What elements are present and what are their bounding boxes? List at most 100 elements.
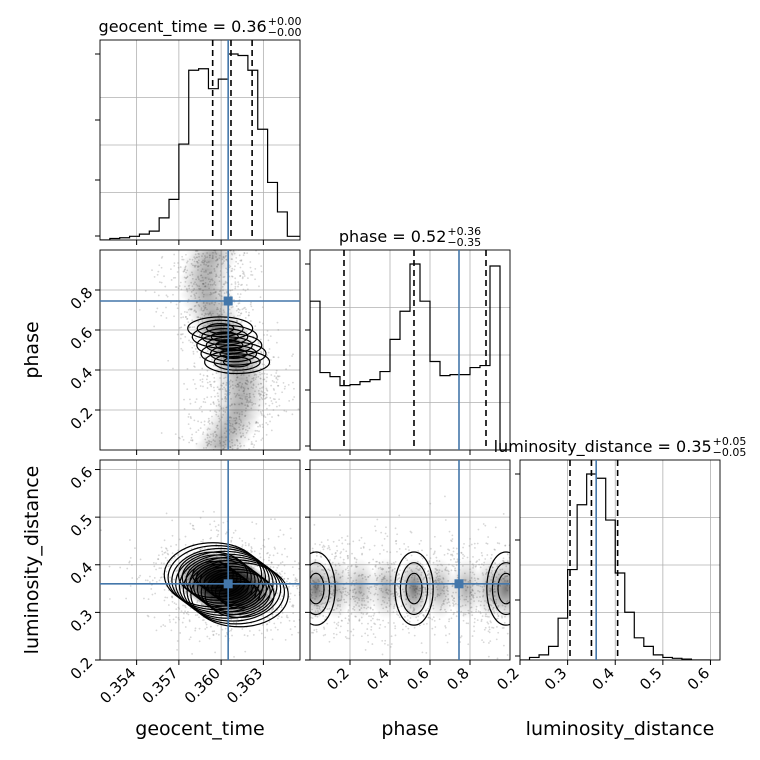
sample-point: [209, 403, 212, 406]
sample-point: [292, 398, 294, 401]
sample-point: [346, 554, 349, 557]
sample-point: [171, 519, 174, 522]
sample-point: [521, 571, 523, 573]
sample-point: [190, 436, 193, 439]
sample-point: [166, 559, 169, 562]
sample-point: [163, 599, 166, 602]
sample-point: [224, 627, 227, 630]
sample-point: [153, 325, 156, 328]
sample-point: [405, 625, 407, 628]
sample-point: [384, 532, 387, 535]
sample-point: [230, 539, 233, 542]
sample-point: [394, 625, 397, 628]
sample-point: [199, 516, 202, 519]
sample-point: [282, 381, 285, 384]
sample-point: [473, 617, 476, 620]
sample-point: [198, 616, 200, 619]
sample-point: [273, 622, 276, 625]
sample-point: [421, 651, 424, 654]
sample-point: [293, 387, 295, 390]
sample-point: [174, 433, 177, 436]
sample-point: [166, 549, 169, 552]
sample-point: [258, 430, 260, 433]
sample-point: [172, 293, 174, 296]
hist-phase: [310, 263, 510, 450]
sample-point: [346, 637, 348, 640]
sample-point: [244, 289, 247, 292]
sample-point: [155, 629, 158, 632]
sample-point: [253, 444, 256, 446]
sample-point: [333, 636, 335, 639]
sample-point: [202, 400, 205, 403]
sample-point: [286, 592, 288, 594]
sample-point: [217, 633, 220, 636]
sample-point: [428, 560, 431, 562]
sample-point: [178, 618, 181, 621]
sample-point: [467, 622, 470, 625]
sample-point: [248, 630, 251, 632]
sample-point: [231, 536, 234, 539]
sample-point: [273, 356, 275, 359]
sample-point: [514, 571, 516, 573]
sample-point: [195, 387, 197, 390]
sample-point: [252, 308, 254, 311]
sample-point: [177, 266, 180, 269]
sample-point: [221, 628, 224, 631]
sample-point: [334, 555, 336, 558]
sample-point: [213, 389, 216, 392]
sample-point: [250, 273, 252, 276]
sample-point: [313, 523, 316, 526]
sample-point: [187, 610, 189, 613]
sample-point: [351, 552, 353, 555]
sample-point: [513, 564, 515, 566]
sample-point: [472, 555, 474, 558]
sample-point: [514, 580, 516, 582]
sample-point: [439, 545, 442, 547]
sample-point: [241, 270, 244, 273]
xtick-label-luminosity_distance: 0.6: [684, 664, 714, 694]
sample-point: [168, 561, 171, 564]
sample-point: [178, 538, 181, 541]
contour-level-2: [200, 341, 267, 366]
sample-point: [360, 635, 363, 638]
sample-point: [180, 347, 183, 350]
sample-point: [502, 626, 505, 629]
sample-point: [212, 633, 215, 636]
sample-point: [398, 547, 401, 550]
sample-point: [295, 578, 298, 581]
sample-point: [175, 608, 178, 611]
sample-point: [511, 575, 513, 577]
sample-point: [307, 605, 309, 607]
sample-point: [182, 604, 184, 607]
contour-level-2: [182, 556, 282, 622]
sample-point: [296, 553, 298, 555]
sample-point: [230, 628, 233, 630]
sample-point: [347, 622, 349, 625]
sample-point: [371, 643, 374, 645]
sample-point: [213, 386, 215, 389]
sample-point: [277, 564, 280, 567]
sample-point: [245, 311, 248, 313]
sample-point: [243, 273, 246, 276]
sample-point: [372, 633, 375, 635]
sample-point: [322, 634, 325, 637]
sample-point: [293, 396, 296, 398]
sample-point: [271, 379, 274, 382]
sample-point: [325, 616, 328, 618]
sample-point: [348, 637, 350, 640]
sample-point: [193, 366, 196, 368]
sample-point: [312, 631, 315, 634]
sample-point: [246, 634, 249, 637]
sample-point: [183, 408, 186, 410]
sample-point: [170, 268, 172, 271]
sample-point: [197, 245, 199, 247]
sample-point: [450, 540, 453, 543]
sample-point: [243, 634, 246, 636]
sample-point: [353, 556, 356, 559]
sample-point: [258, 321, 261, 324]
sample-point: [498, 542, 501, 545]
sample-point: [468, 545, 471, 547]
sample-point: [373, 612, 376, 615]
sample-point: [485, 542, 488, 545]
sample-point: [275, 381, 278, 384]
